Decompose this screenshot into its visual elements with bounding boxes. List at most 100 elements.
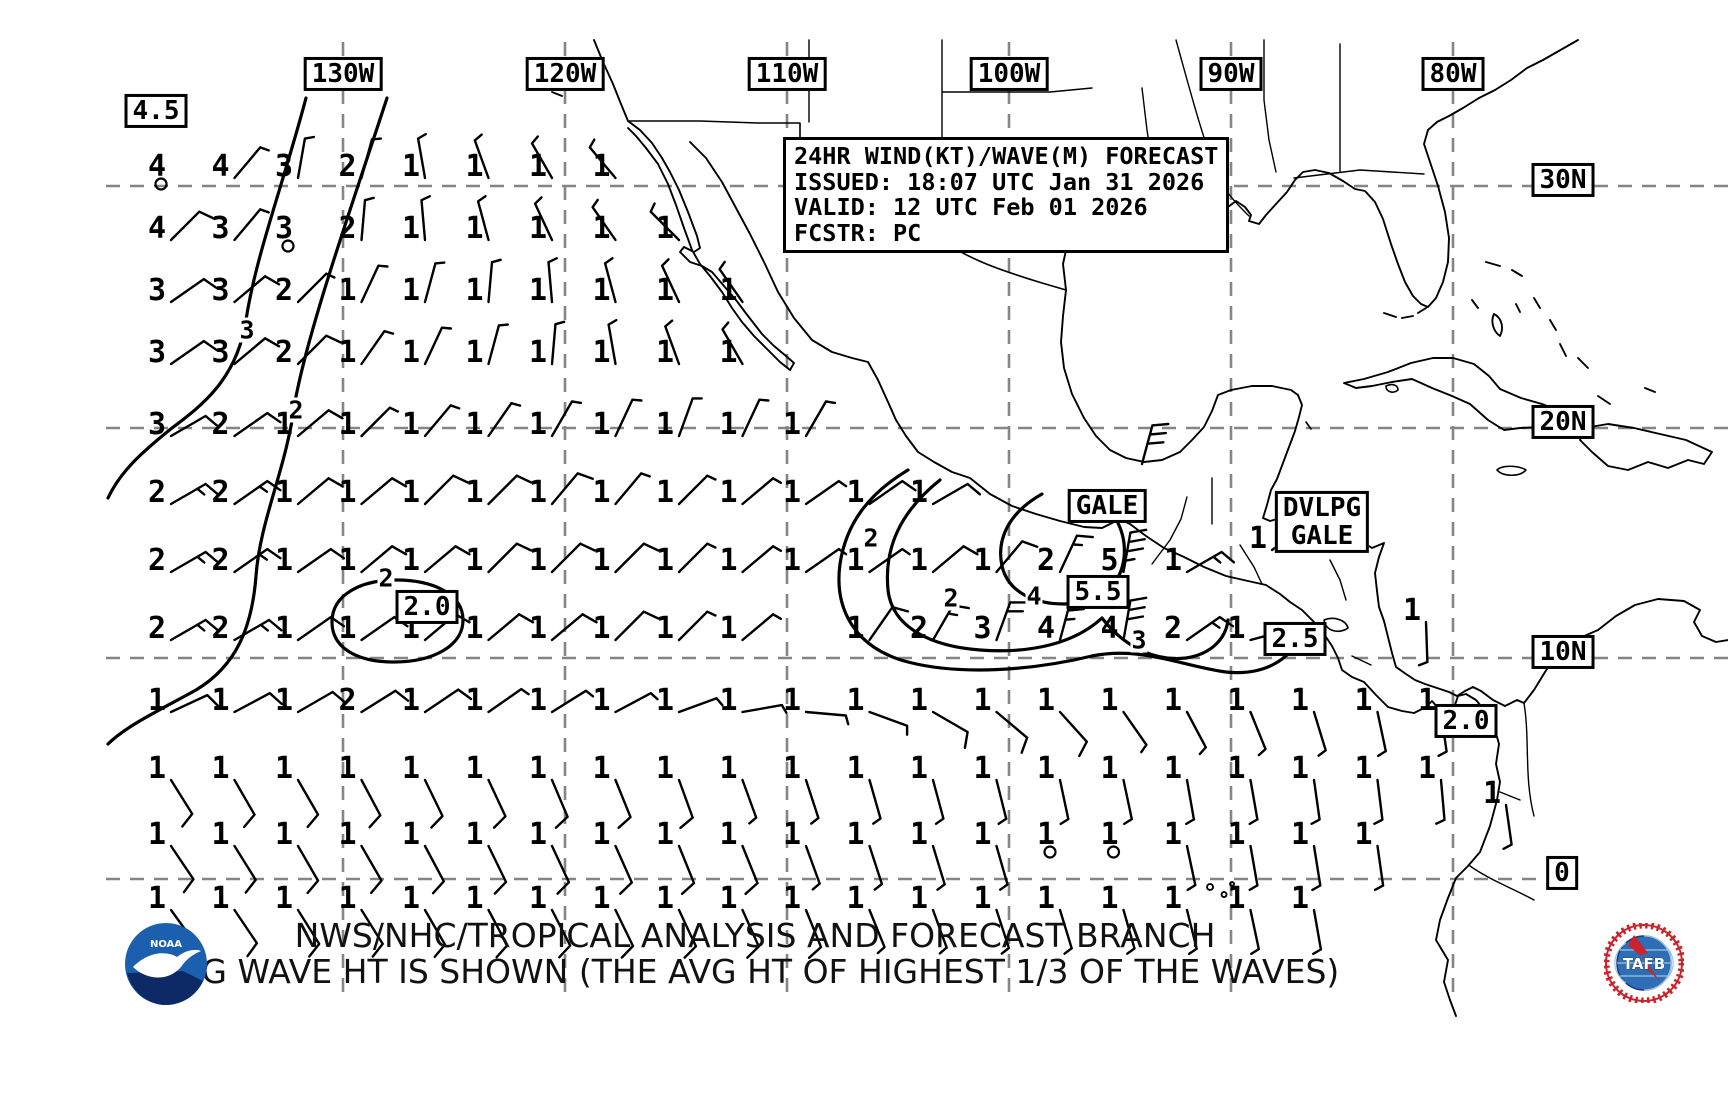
wind-barb: 1	[529, 751, 569, 829]
wind-barb-glyph	[741, 703, 788, 714]
wind-barb: 1	[846, 543, 911, 578]
wind-barb-glyph	[868, 606, 910, 642]
footer-branch-line: NWS/NHC/TROPICAL ANALYSIS AND FORECAST B…	[294, 916, 1216, 955]
longitude-label-90W: 90W	[1199, 56, 1263, 92]
wind-barb: 3	[973, 601, 1028, 646]
wind-barb-glyph	[296, 615, 346, 642]
wave-height-value: 1	[592, 683, 610, 718]
wind-barb: 1	[402, 132, 427, 184]
wind-barb: 2	[910, 604, 970, 646]
forecast-header: 24HR WIND(KT)/WAVE(M) FORECAST ISSUED: 1…	[783, 137, 1230, 253]
wind-barb: 1	[846, 751, 882, 825]
wind-barb-glyph	[423, 474, 469, 506]
wind-barb: 1	[402, 195, 431, 246]
wind-barb-glyph	[649, 202, 681, 242]
wind-barb: 1	[1100, 881, 1136, 955]
wind-barb: 1	[148, 751, 194, 828]
wave-height-value: 1	[465, 611, 483, 646]
wind-barb: 1	[148, 817, 195, 894]
wave-height-value: 1	[402, 335, 420, 370]
wave-height-value: 1	[656, 273, 674, 308]
wave-height-value: 2	[211, 407, 229, 442]
wind-barb: 2	[275, 272, 336, 308]
wave-height-value: 1	[465, 335, 483, 370]
wind-barb-glyph	[423, 908, 447, 959]
contour-2m-oval	[330, 578, 465, 664]
wind-barb: 1	[656, 397, 703, 442]
wind-barb-glyph	[868, 479, 917, 506]
wave-height-value: 1	[1164, 543, 1182, 578]
wave-height-value: 1	[592, 475, 610, 510]
wind-barb-glyph	[360, 545, 408, 574]
wave-max-gale: 5.5	[1066, 574, 1130, 610]
wind-barb: 1	[846, 475, 917, 510]
wind-barb-glyph	[233, 337, 281, 366]
wind-barb-glyph	[487, 844, 508, 895]
wave-height-value: 1	[1227, 817, 1245, 852]
wave-height-value: 1	[719, 751, 737, 786]
wind-barb: 1	[529, 817, 571, 895]
wind-barb-glyph	[487, 542, 533, 574]
wind-barb-glyph	[233, 411, 282, 438]
wind-barb: 1	[592, 610, 660, 646]
gale-label: GALE	[1067, 488, 1147, 524]
wind-barb-glyph	[360, 406, 400, 438]
wind-barb: 1	[402, 326, 453, 370]
wave-height-value: 3	[148, 273, 166, 308]
wind-barb: 1	[275, 751, 320, 829]
wave-height-value: 1	[846, 611, 864, 646]
wind-barb-glyph	[360, 778, 382, 829]
wave-height-value: 1	[1291, 683, 1309, 718]
wind-barb: 1	[465, 542, 533, 578]
wind-barb: 2	[148, 543, 220, 578]
wave-height-value: 1	[719, 475, 737, 510]
wind-barb: 1	[1354, 683, 1387, 758]
wave-height-value: 1	[465, 273, 483, 308]
wind-barb: 1	[1164, 751, 1196, 826]
wind-barb: 1	[275, 611, 346, 646]
wind-barb-glyph	[1122, 528, 1148, 574]
wind-barb-glyph	[296, 272, 336, 304]
wind-barb: 4	[1100, 596, 1148, 646]
longitude-label-120W: 120W	[525, 56, 605, 92]
wind-barb-glyph	[530, 135, 554, 180]
wind-barb: 1	[592, 542, 660, 578]
wave-height-value: 1	[465, 543, 483, 578]
wind-barb: 1	[783, 683, 850, 726]
wind-barb-glyph	[931, 908, 948, 955]
wave-height-value: 1	[402, 817, 420, 852]
wave-height-value: 1	[1164, 817, 1182, 852]
wind-barb-glyph	[1312, 908, 1323, 956]
wave-height-value: 1	[846, 543, 864, 578]
wind-barb-glyph	[1122, 778, 1133, 826]
wind-barb: 1	[465, 402, 522, 442]
wave-height-value: 1	[211, 881, 229, 916]
wave-height-value: 1	[656, 611, 674, 646]
wind-barb-glyph	[804, 778, 820, 825]
latitude-label-10N: 10N	[1531, 634, 1595, 670]
wind-barb: 2	[211, 543, 282, 578]
wave-height-value: 1	[402, 881, 420, 916]
wind-barb: 1	[275, 817, 320, 895]
wind-barb: 1	[1227, 683, 1267, 757]
wind-barb-glyph	[423, 404, 461, 438]
wave-height-value: 1	[275, 817, 293, 852]
wave-height-value: 1	[529, 881, 547, 916]
wind-barb: 1	[402, 817, 445, 895]
wind-barb: 1	[656, 474, 717, 510]
wind-barb-glyph	[550, 613, 598, 642]
wind-barb-glyph	[169, 210, 215, 242]
wind-barb-glyph	[1248, 778, 1259, 826]
contour-4m-gale	[999, 492, 1126, 606]
wind-barb: 1	[338, 475, 408, 510]
contour-value-label: 2	[377, 563, 395, 593]
wave-height-value: 2	[211, 611, 229, 646]
wave-height-value: 1	[338, 881, 356, 916]
wind-barb-glyph	[721, 321, 744, 366]
wind-barb: 1	[402, 474, 469, 510]
wind-barb-glyph	[550, 542, 596, 574]
wind-barb: 1	[719, 543, 783, 578]
wind-barb: 1	[1164, 543, 1236, 578]
wind-barb: 1	[1291, 683, 1327, 757]
